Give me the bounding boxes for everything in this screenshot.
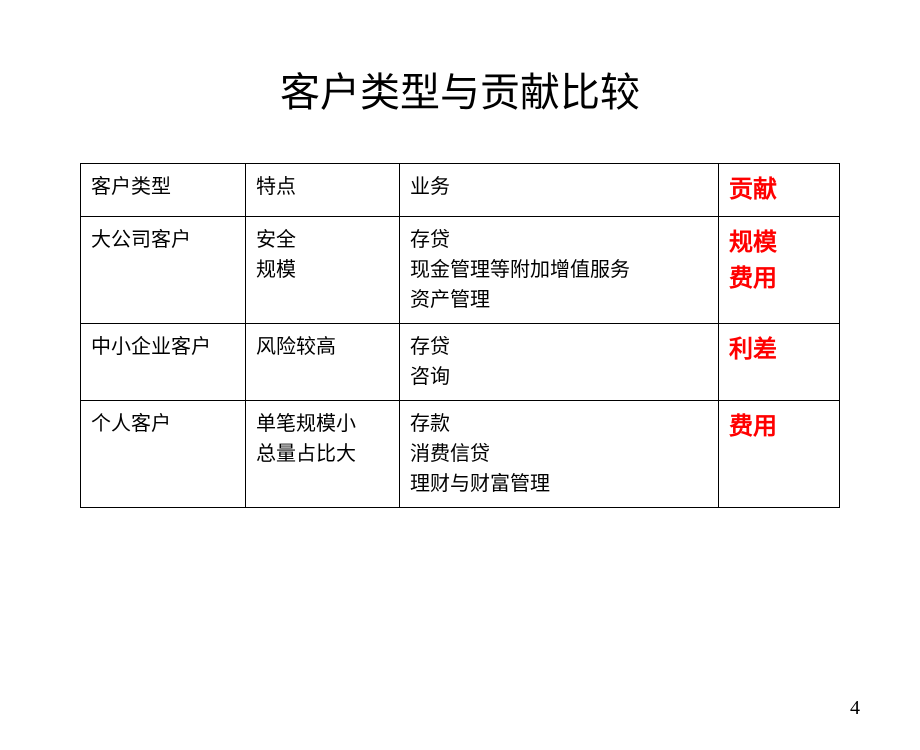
cell-contribution: 利差 — [719, 324, 840, 401]
header-feature: 特点 — [246, 164, 400, 217]
page-title: 客户类型与贡献比较 — [0, 60, 920, 118]
header-customer-type: 客户类型 — [81, 164, 246, 217]
cell-feature: 单笔规模小总量占比大 — [246, 401, 400, 508]
header-contribution: 贡献 — [719, 164, 840, 217]
table-header-row: 客户类型 特点 业务 贡献 — [81, 164, 840, 217]
cell-customer-type: 大公司客户 — [81, 217, 246, 324]
cell-feature: 安全规模 — [246, 217, 400, 324]
comparison-table: 客户类型 特点 业务 贡献 大公司客户 安全规模 存贷现金管理等附加增值服务资产… — [80, 163, 840, 508]
table-row: 大公司客户 安全规模 存贷现金管理等附加增值服务资产管理 规模费用 — [81, 217, 840, 324]
cell-business: 存贷现金管理等附加增值服务资产管理 — [400, 217, 719, 324]
cell-business: 存款消费信贷理财与财富管理 — [400, 401, 719, 508]
comparison-table-container: 客户类型 特点 业务 贡献 大公司客户 安全规模 存贷现金管理等附加增值服务资产… — [80, 163, 840, 508]
cell-customer-type: 中小企业客户 — [81, 324, 246, 401]
table-row: 中小企业客户 风险较高 存贷咨询 利差 — [81, 324, 840, 401]
table-row: 个人客户 单笔规模小总量占比大 存款消费信贷理财与财富管理 费用 — [81, 401, 840, 508]
cell-contribution: 费用 — [719, 401, 840, 508]
cell-business: 存贷咨询 — [400, 324, 719, 401]
cell-feature: 风险较高 — [246, 324, 400, 401]
header-business: 业务 — [400, 164, 719, 217]
cell-customer-type: 个人客户 — [81, 401, 246, 508]
page-number: 4 — [850, 697, 860, 720]
cell-contribution: 规模费用 — [719, 217, 840, 324]
